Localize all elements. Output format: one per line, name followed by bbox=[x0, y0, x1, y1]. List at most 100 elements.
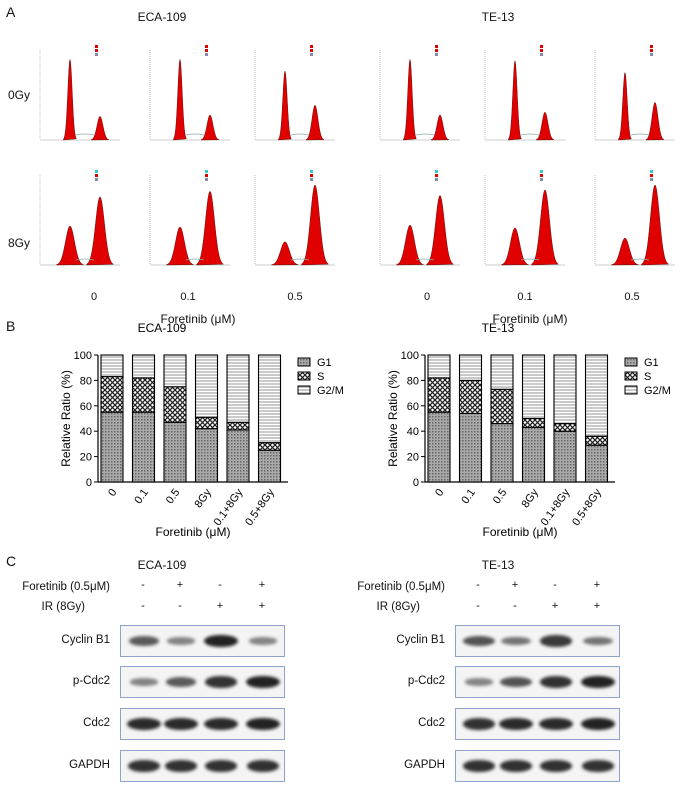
s-phase-curve bbox=[185, 133, 205, 136]
legend-label: G2/M bbox=[644, 385, 671, 397]
protein-band bbox=[500, 677, 532, 687]
legend-swatch bbox=[624, 385, 638, 395]
bar-g1 bbox=[458, 412, 483, 483]
ir-label: IR (8Gy) bbox=[376, 601, 420, 613]
x-tick-label: 8Gy bbox=[520, 486, 542, 510]
protein-band bbox=[246, 675, 280, 689]
bar-g2m bbox=[427, 354, 451, 379]
bar-g2m bbox=[226, 354, 250, 423]
bar-s bbox=[163, 386, 187, 423]
legend-swatch bbox=[435, 45, 438, 48]
protein-band bbox=[581, 760, 615, 772]
legend-swatch bbox=[205, 178, 208, 181]
legend-swatch bbox=[624, 371, 638, 381]
ir-sign: - bbox=[178, 600, 182, 612]
protein-band bbox=[499, 760, 533, 772]
g1-peak bbox=[271, 241, 299, 266]
x-tick-label: 0.5+8Gy bbox=[570, 486, 604, 528]
s-phase-curve bbox=[630, 133, 650, 136]
legend-swatch bbox=[435, 49, 438, 52]
ir-sign: - bbox=[513, 600, 517, 612]
g2m-peak bbox=[90, 116, 110, 141]
x-tick-label: 0.5+8Gy bbox=[243, 486, 277, 528]
legend-swatch bbox=[310, 45, 313, 48]
protein-label: Cyclin B1 bbox=[396, 634, 445, 646]
bar-g2m bbox=[553, 354, 577, 425]
protein-band bbox=[583, 636, 613, 646]
legend-label: G2/M bbox=[317, 385, 344, 397]
y-tick-label: 80 bbox=[407, 375, 419, 387]
bar-g2m bbox=[131, 354, 156, 379]
dose-label: 0.5 bbox=[624, 291, 640, 303]
legend-swatch bbox=[540, 174, 543, 177]
ir-sign: - bbox=[476, 600, 480, 612]
legend-swatch bbox=[95, 53, 98, 56]
protein-band bbox=[539, 717, 573, 731]
protein-band bbox=[204, 717, 238, 731]
blot-cyclin-b1 bbox=[120, 625, 285, 657]
x-tick-label: 0.1 bbox=[459, 487, 478, 506]
x-tick-label: 0.1 bbox=[132, 487, 151, 506]
legend-swatch bbox=[435, 53, 438, 56]
foretinib-sign: + bbox=[176, 579, 184, 591]
protein-band bbox=[204, 760, 238, 772]
legend-swatch bbox=[650, 45, 653, 48]
dose-label: 0.1 bbox=[517, 291, 533, 303]
legend-label: G1 bbox=[644, 357, 659, 369]
protein-band bbox=[128, 636, 160, 646]
bar-g1 bbox=[100, 411, 124, 483]
legend-swatch bbox=[297, 357, 311, 367]
legend-swatch bbox=[435, 170, 438, 173]
panel-label-b: B bbox=[6, 318, 16, 334]
panel-a-xlabel: Foretinib (μM) bbox=[492, 312, 568, 326]
bar-g1 bbox=[163, 421, 187, 483]
flow-histogram bbox=[254, 170, 335, 266]
dose-label: 0 bbox=[423, 291, 431, 303]
protein-band bbox=[127, 717, 161, 731]
bar-g2m bbox=[194, 354, 219, 418]
s-phase-curve bbox=[520, 133, 540, 136]
protein-band bbox=[127, 760, 161, 772]
legend-swatch bbox=[205, 170, 208, 173]
legend-swatch bbox=[310, 53, 313, 56]
g1-peak bbox=[618, 71, 632, 141]
dose-label: 0.5 bbox=[287, 291, 303, 303]
foretinib-sign: - bbox=[476, 579, 480, 591]
protein-label: GAPDH bbox=[404, 759, 445, 771]
panel-label-c: C bbox=[6, 553, 17, 569]
s-phase-curve bbox=[630, 258, 650, 261]
foretinib-label: Foretinib (0.5μM) bbox=[22, 581, 110, 593]
g2m-peak bbox=[426, 195, 455, 266]
s-phase-curve bbox=[290, 133, 310, 136]
g1-peak bbox=[508, 60, 522, 141]
y-tick-label: 100 bbox=[401, 350, 419, 362]
legend-swatch bbox=[95, 49, 98, 52]
dose-label: 0.1 bbox=[180, 291, 196, 303]
g1-peak bbox=[278, 70, 292, 141]
flow-histogram bbox=[254, 45, 335, 141]
legend-swatch bbox=[650, 49, 653, 52]
flow-histogram bbox=[594, 45, 675, 141]
protein-label: GAPDH bbox=[69, 759, 110, 771]
bar-g1 bbox=[194, 428, 219, 483]
legend-swatch bbox=[540, 178, 543, 181]
legend-swatch bbox=[650, 178, 653, 181]
foretinib-label: Foretinib (0.5μM) bbox=[357, 581, 445, 593]
bar-s bbox=[131, 377, 156, 413]
g2m-peak bbox=[196, 191, 225, 266]
bar-s bbox=[458, 379, 483, 414]
y-tick-label: 60 bbox=[407, 401, 419, 413]
g1-peak bbox=[403, 58, 417, 141]
legend-swatch bbox=[297, 385, 311, 395]
panel-a-title-te13: TE-13 bbox=[481, 10, 515, 24]
legend-swatch bbox=[205, 49, 208, 52]
flow-histogram bbox=[149, 170, 230, 266]
legend-swatch bbox=[435, 178, 438, 181]
y-axis-label: Relative Ratio (%) bbox=[386, 370, 400, 467]
y-tick-label: 80 bbox=[80, 375, 92, 387]
g2m-peak bbox=[430, 114, 450, 141]
legend-swatch bbox=[540, 170, 543, 173]
bar-g2m bbox=[458, 354, 483, 381]
